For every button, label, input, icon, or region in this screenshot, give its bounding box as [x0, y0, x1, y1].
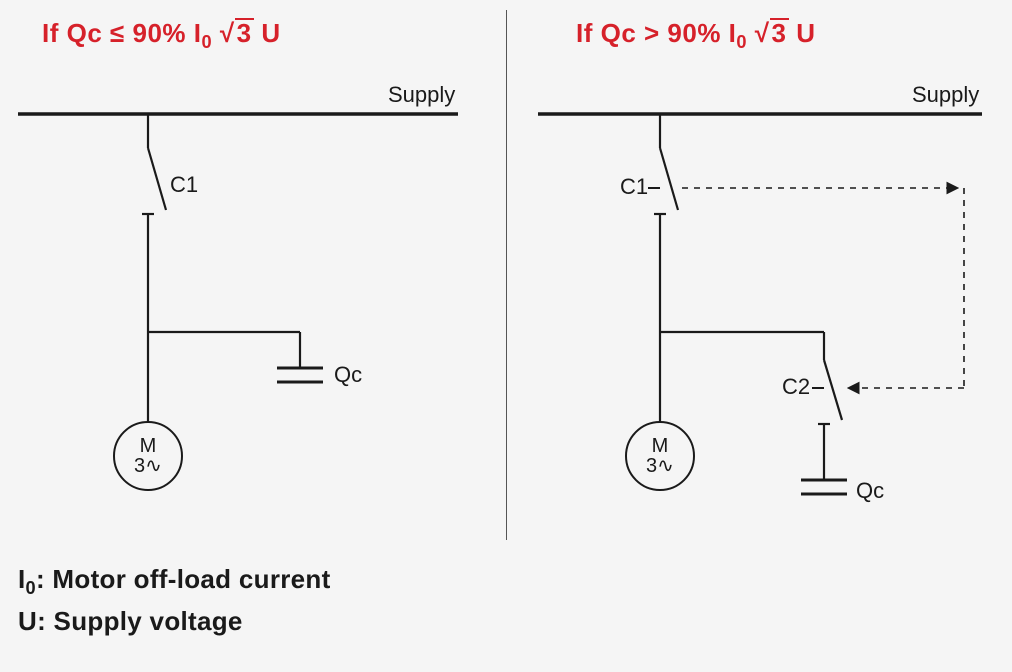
c1-label-left: C1	[170, 172, 198, 197]
diagram-right: Supply C1 C2 Qc M 3∿	[524, 80, 994, 545]
title-left-sqrt: √3	[220, 18, 254, 49]
panel-divider	[506, 10, 507, 540]
container: If Qc ≤ 90% I0 √3 U If Qc > 90% I0 √3 U	[0, 0, 1012, 672]
legend-line-2: U: Supply voltage	[18, 602, 331, 641]
c1-label-right: C1	[620, 174, 648, 199]
motor-m-left: M	[140, 435, 157, 457]
title-right-sub: 0	[736, 32, 747, 52]
title-left-prefix: If Qc ≤ 90% I	[42, 18, 202, 48]
diagram-left-svg: Supply C1 Qc M 3∿	[18, 80, 468, 520]
supply-label-left: Supply	[388, 82, 455, 107]
title-left-sub: 0	[202, 32, 213, 52]
motor-3sine-left: 3∿	[134, 455, 162, 477]
diagram-left: Supply C1 Qc M 3∿	[18, 80, 468, 525]
title-right-prefix: If Qc > 90% I	[576, 18, 736, 48]
legend-line-1: I0: Motor off-load current	[18, 560, 331, 602]
motor-m-right: M	[652, 435, 669, 457]
motor-3sine-right: 3∿	[646, 455, 674, 477]
title-left: If Qc ≤ 90% I0 √3 U	[42, 18, 281, 53]
c2-label-right: C2	[782, 374, 810, 399]
switch-c1-arm-r	[660, 148, 678, 210]
qc-label-right: Qc	[856, 478, 884, 503]
switch-c1-arm	[148, 148, 166, 210]
qc-label-left: Qc	[334, 362, 362, 387]
diagram-right-svg: Supply C1 C2 Qc M 3∿	[524, 80, 994, 540]
supply-label-right: Supply	[912, 82, 979, 107]
title-right-suffix: U	[789, 18, 816, 48]
title-right-sqrt: √3	[755, 18, 789, 49]
title-left-suffix: U	[254, 18, 281, 48]
switch-c2-arm	[824, 360, 842, 420]
legend: I0: Motor off-load current U: Supply vol…	[18, 560, 331, 641]
title-right: If Qc > 90% I0 √3 U	[576, 18, 816, 53]
